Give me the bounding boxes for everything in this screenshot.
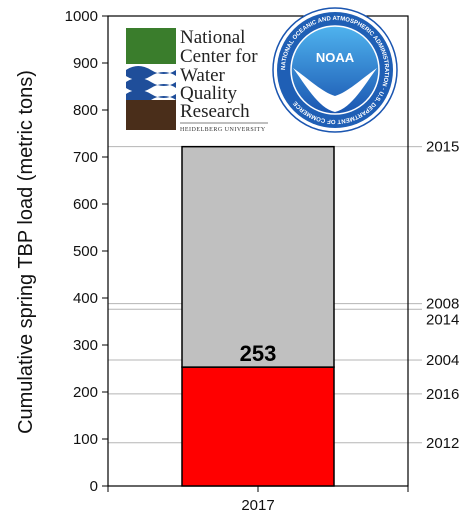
reference-label-2016: 2016: [426, 386, 459, 403]
ncwqr-line-3: Water: [180, 65, 226, 86]
ncwqr-logo: National Center for Water Quality Resear…: [126, 27, 268, 133]
y-tick-label-900: 900: [73, 55, 98, 72]
bar-segment-0: [181, 366, 335, 487]
ncwqr-line-1: National: [180, 27, 245, 48]
ncwqr-logo-green-block: [126, 28, 176, 64]
y-tick-label-0: 0: [90, 478, 98, 495]
noaa-logo: NOAA NATIONAL OCEANIC AND ATMOSPHERIC AD…: [272, 7, 398, 133]
y-tick-label-200: 200: [73, 384, 98, 401]
noaa-seagull-icon: [293, 68, 377, 112]
y-tick-label-800: 800: [73, 102, 98, 119]
x-tick-label-2017: 2017: [241, 497, 274, 514]
y-axis: 0 100 200 300 400 500 600 700 800 900 1000: [65, 8, 108, 495]
ncwqr-line-4: Quality: [180, 83, 237, 104]
y-tick-label-1000: 1000: [65, 8, 98, 25]
y-tick-label-500: 500: [73, 243, 98, 260]
reference-label-2012: 2012: [426, 435, 459, 452]
reference-label-2015: 2015: [426, 139, 459, 156]
ncwqr-logo-wave-2: [126, 78, 176, 92]
y-tick-label-300: 300: [73, 337, 98, 354]
reference-label-2004: 2004: [426, 352, 459, 369]
y-tick-label-400: 400: [73, 290, 98, 307]
ncwqr-logo-brown-block: [126, 100, 176, 130]
reference-label-2014: 2014: [426, 312, 459, 329]
y-tick-label-100: 100: [73, 431, 98, 448]
bar-segment-1: [181, 145, 335, 368]
data-label: 253: [240, 341, 277, 366]
ncwqr-line-5: Research: [180, 101, 250, 122]
ncwqr-subtitle: HEIDELBERG UNIVERSITY: [180, 127, 266, 133]
y-axis-title: Cumulative spring TBP load (metric tons): [15, 70, 37, 434]
reference-label-2008: 2008: [426, 296, 459, 313]
x-axis: 2017: [107, 486, 409, 514]
bar-stack: 253: [181, 145, 335, 487]
ncwqr-logo-wave-1: [126, 66, 176, 80]
noaa-name: NOAA: [316, 50, 355, 65]
y-tick-label-700: 700: [73, 149, 98, 166]
y-tick-label-600: 600: [73, 196, 98, 213]
ncwqr-line-2: Center for: [180, 46, 258, 67]
